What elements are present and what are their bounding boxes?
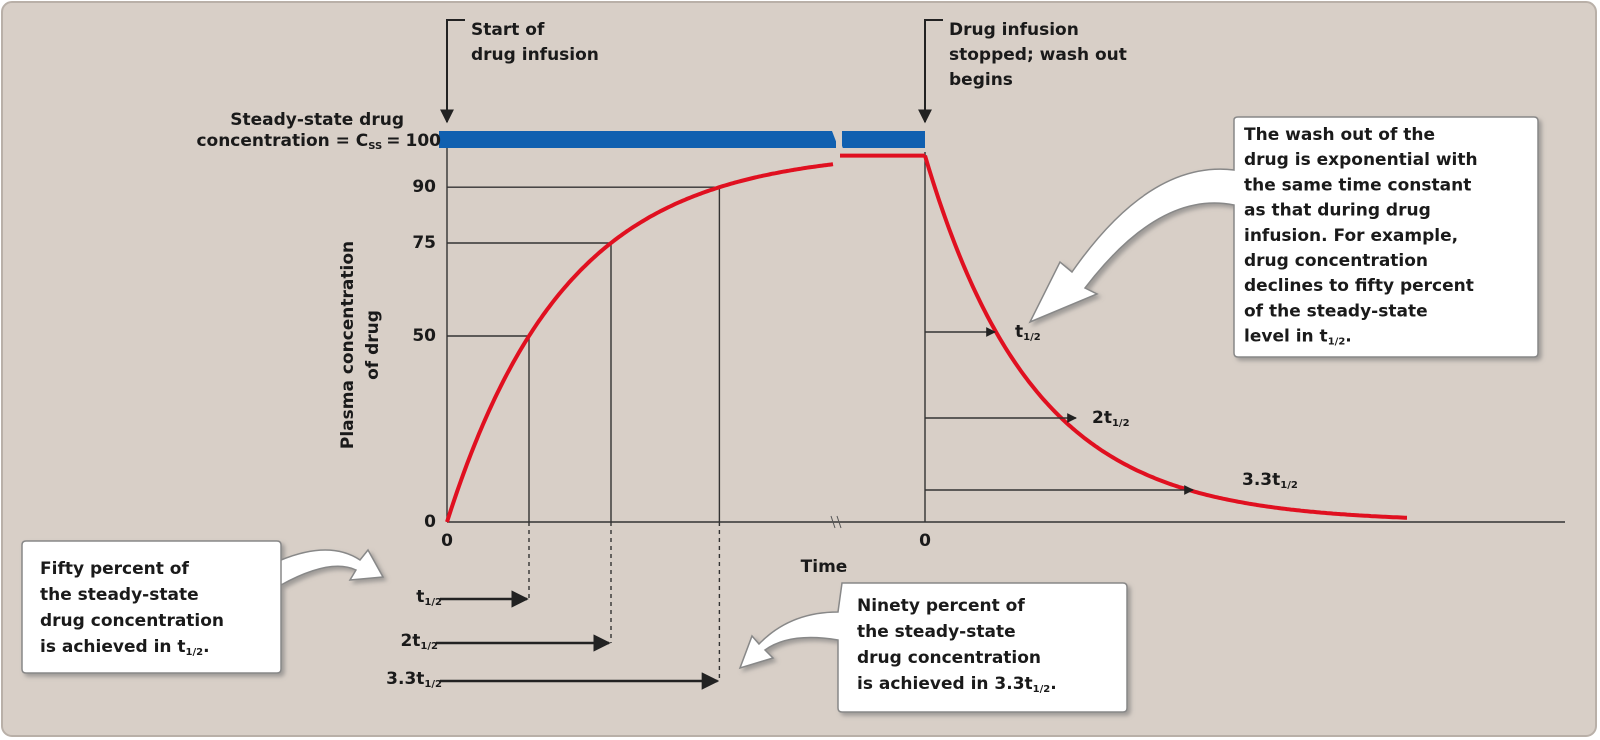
axis-break xyxy=(830,515,842,529)
subscript: 1/2 xyxy=(424,679,442,690)
subscript: 1/2 xyxy=(1033,684,1051,695)
rise-marker: 2t1/2 xyxy=(400,631,438,652)
callout-text: level in t1/2. xyxy=(1244,327,1352,348)
text-part: 3.3t xyxy=(1242,470,1280,490)
callout-text: drug concentration xyxy=(1244,251,1428,271)
annotation: begins xyxy=(949,70,1013,90)
callout-text: drug concentration xyxy=(40,611,224,631)
text-part: 2t xyxy=(400,631,420,651)
annotation: stopped; wash out xyxy=(949,45,1127,65)
text-part: 3.3t xyxy=(386,669,424,689)
stop-arrow xyxy=(918,19,943,124)
y-tick-label: 90 xyxy=(412,177,436,197)
rise-marker: t1/2 xyxy=(416,587,442,608)
subscript: SS xyxy=(368,141,382,152)
y-axis-title: of drug xyxy=(363,310,383,380)
steady-state-label: Steady-state drug xyxy=(230,110,404,130)
callout-text: of the steady-state xyxy=(1244,301,1428,321)
y-tick-label: 0 xyxy=(424,512,436,532)
callout-text: is achieved in 3.3t1/2. xyxy=(857,674,1057,695)
x-origin-label: 0 xyxy=(441,531,453,551)
text-part: t xyxy=(1015,322,1023,342)
callout-text: the steady-state xyxy=(40,585,199,605)
steady-state-label: concentration = CSS = 100 xyxy=(196,131,441,152)
x-axis-title: Time xyxy=(801,557,848,577)
concentration-curve xyxy=(445,153,1407,523)
text-part: . xyxy=(203,637,209,657)
subscript: 1/2 xyxy=(424,597,442,608)
callout-shapes xyxy=(21,116,1539,713)
y-axis-title: Plasma concentration xyxy=(338,241,358,449)
callout-text: Fifty percent of xyxy=(40,559,189,579)
x-origin-label: 0 xyxy=(919,531,931,551)
text-part: level in t xyxy=(1244,327,1328,347)
callout-text: The wash out of the xyxy=(1244,125,1435,145)
y-tick-label: 75 xyxy=(412,233,436,253)
callout-text: the same time constant xyxy=(1244,175,1471,195)
callout-text: as that during drug xyxy=(1244,201,1431,221)
annotation: Drug infusion xyxy=(949,20,1079,40)
steady-state-bar xyxy=(842,131,925,148)
text-part: is achieved in 3.3t xyxy=(857,674,1033,694)
text-part: . xyxy=(1050,674,1056,694)
text-part: = xyxy=(386,131,400,151)
text-part: 100 xyxy=(406,131,442,151)
text-part: t xyxy=(416,587,424,607)
callout-text: drug is exponential with xyxy=(1244,150,1478,170)
subscript: 1/2 xyxy=(1112,418,1130,429)
callout-text: infusion. For example, xyxy=(1244,226,1458,246)
axis-break xyxy=(831,127,845,155)
start-arrow xyxy=(440,19,465,124)
annotation: Start of xyxy=(471,20,545,40)
callout-text: is achieved in t1/2. xyxy=(40,637,210,658)
subscript: 1/2 xyxy=(1328,337,1346,348)
y-tick-label: 50 xyxy=(412,326,436,346)
washout-marker: 2t1/2 xyxy=(1092,408,1130,429)
subscript: 1/2 xyxy=(1280,480,1298,491)
text-part: 2t xyxy=(1092,408,1112,428)
callout-text: the steady-state xyxy=(857,622,1016,642)
subscript: 1/2 xyxy=(1023,332,1041,343)
callout-text: drug concentration xyxy=(857,648,1041,668)
text-part: is achieved in t xyxy=(40,637,186,657)
rise-marker: 3.3t1/2 xyxy=(386,669,442,690)
text-part: . xyxy=(1345,327,1351,347)
annotation: drug infusion xyxy=(471,45,599,65)
callout-text: Ninety percent of xyxy=(857,596,1025,616)
subscript: 1/2 xyxy=(420,641,438,652)
text-part: concentration = C xyxy=(196,131,368,151)
washout-marker: 3.3t1/2 xyxy=(1242,470,1298,491)
subscript: 1/2 xyxy=(186,647,204,658)
washout-marker: t1/2 xyxy=(1015,322,1041,343)
steady-state-bar xyxy=(439,131,836,148)
callout-text: declines to fifty percent xyxy=(1244,276,1474,296)
